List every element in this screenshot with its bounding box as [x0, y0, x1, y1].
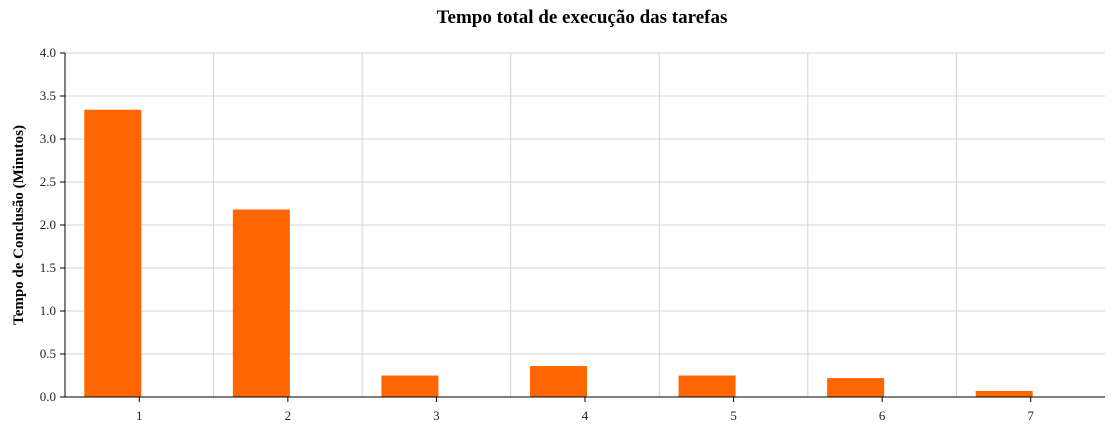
- y-tick-labels: 0.0 0.5 1.0 1.5 2.0 2.5 3.0 3.5 4.0: [40, 45, 56, 404]
- bar-5: [678, 375, 736, 397]
- bar-4: [530, 366, 587, 397]
- bar-7: [975, 390, 1033, 397]
- y-tick-label: 2.0: [40, 217, 56, 232]
- bars: [84, 109, 1033, 397]
- y-tick-label: 3.5: [40, 88, 56, 103]
- x-tick-label: 3: [433, 408, 440, 423]
- y-tick-label: 3.0: [40, 131, 56, 146]
- y-tick-label: 0.0: [40, 389, 56, 404]
- x-tick-label: 2: [285, 408, 292, 423]
- bar-6: [827, 378, 885, 397]
- y-tick-label: 1.0: [40, 303, 56, 318]
- x-tick-label: 4: [582, 408, 589, 423]
- x-tick-label: 7: [1027, 408, 1034, 423]
- chart-title: Tempo total de execução das tarefas: [436, 7, 728, 28]
- y-tick-label: 1.5: [40, 260, 56, 275]
- x-tick-label: 6: [879, 408, 886, 423]
- x-tick-labels: 1 2 3 4 5 6 7: [136, 408, 1034, 423]
- y-tick-label: 4.0: [40, 45, 56, 60]
- x-tick-label: 1: [136, 408, 143, 423]
- y-tick-label: 2.5: [40, 174, 56, 189]
- axes: [60, 52, 1105, 402]
- y-axis-title: Tempo de Conclusão (Minutos): [11, 125, 27, 325]
- x-tick-label: 5: [730, 408, 737, 423]
- bar-2: [232, 209, 290, 397]
- grid-lines: [65, 52, 1105, 398]
- y-tick-label: 0.5: [40, 346, 56, 361]
- bar-3: [381, 375, 439, 397]
- bar-1: [84, 109, 142, 397]
